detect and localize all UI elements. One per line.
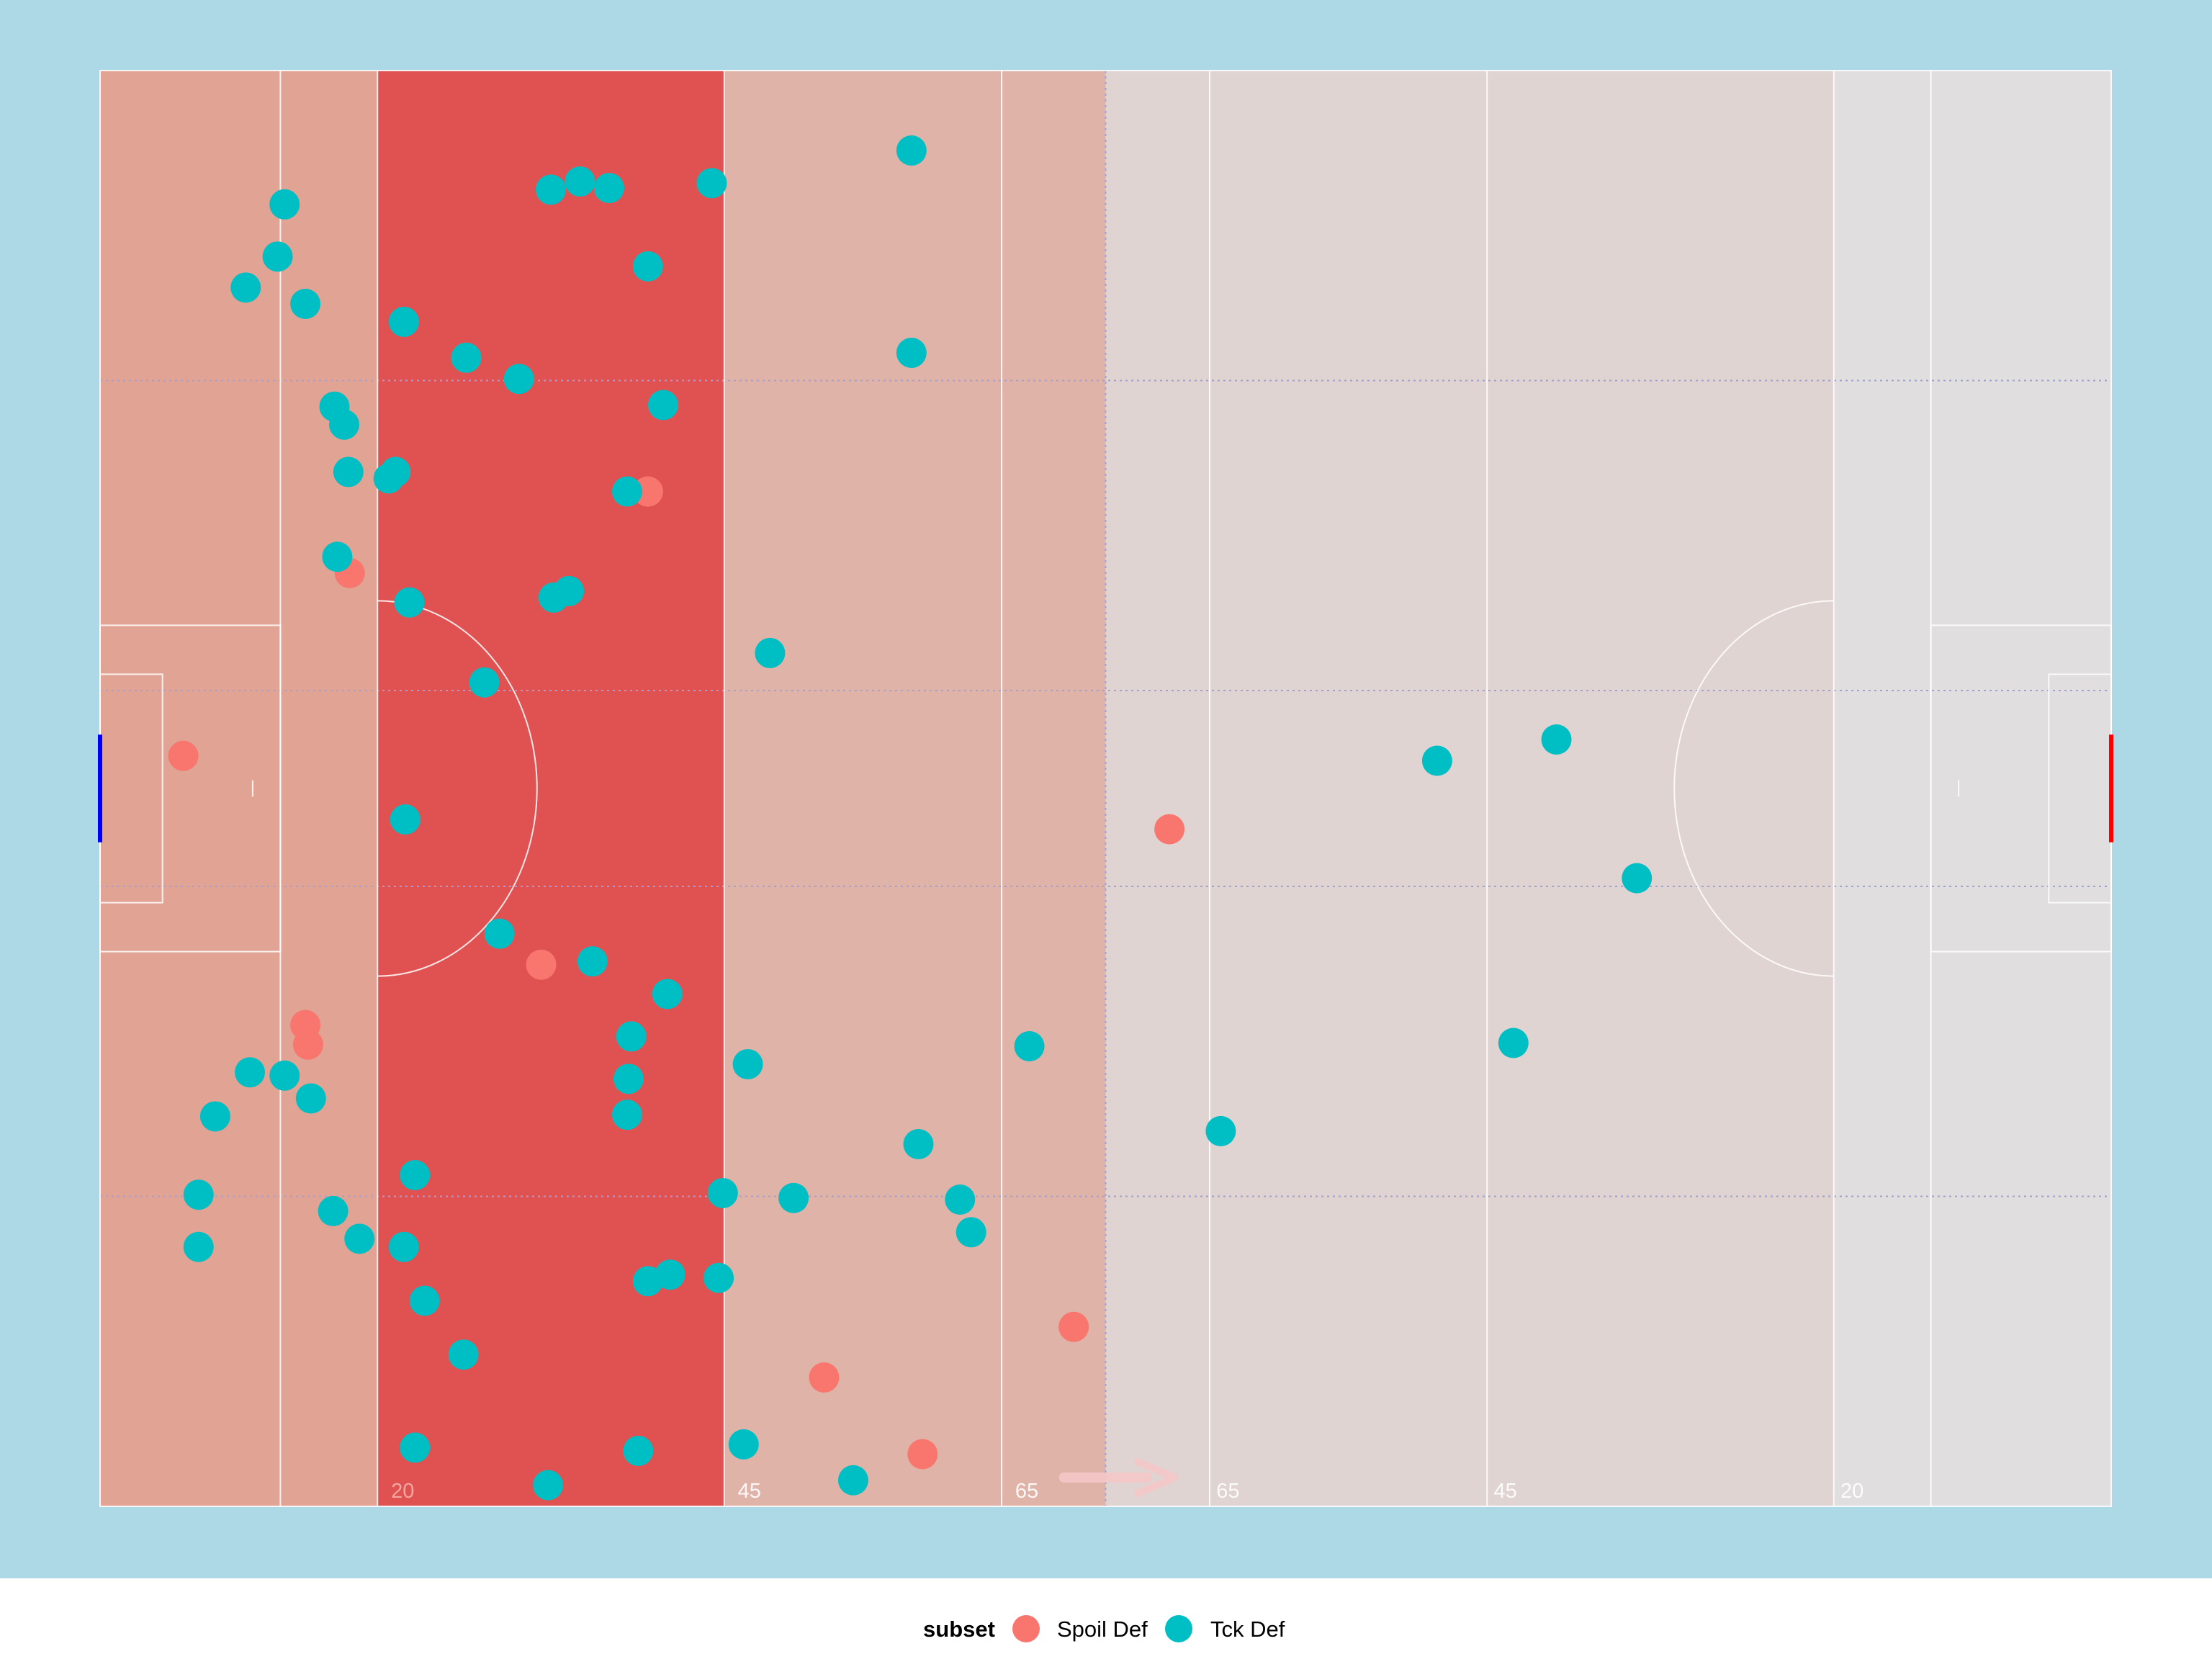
- point-tck-def-39: [183, 1179, 214, 1210]
- goal-right: [2109, 734, 2113, 842]
- point-tck-def-8: [565, 166, 595, 197]
- point-tck-def-43: [400, 1160, 431, 1191]
- point-spoil-def-8: [1058, 1311, 1089, 1342]
- goal-left: [98, 734, 102, 842]
- zone-band-1: [100, 71, 378, 1506]
- distance-labels: 20 45 65 65 45 20: [391, 1480, 1863, 1503]
- arc-left: [377, 600, 538, 977]
- point-spoil-def-7: [809, 1362, 840, 1393]
- point-tck-def-30: [577, 946, 608, 977]
- point-tck-def-54: [703, 1262, 734, 1293]
- point-tck-def-21: [611, 476, 642, 507]
- point-tck-def-26: [755, 637, 786, 668]
- point-tck-def-41: [903, 1128, 934, 1159]
- point-tck-def-29: [484, 918, 515, 949]
- point-tck-def-7: [536, 174, 567, 205]
- point-tck-def-57: [400, 1432, 431, 1463]
- point-tck-def-13: [451, 342, 482, 373]
- zone-band-3: [724, 71, 1106, 1506]
- distance-label-2: 45: [738, 1480, 761, 1503]
- point-tck-def-65: [1498, 1028, 1529, 1058]
- point-tck-def-53: [655, 1259, 685, 1290]
- point-tck-def-42: [1014, 1031, 1045, 1062]
- point-tck-def-6: [388, 306, 419, 337]
- point-tck-def-34: [269, 1060, 300, 1091]
- pitch-channel-lines: [100, 71, 2111, 1506]
- pitch-zone-shading: [100, 71, 2111, 1506]
- distance-label-5: 45: [1493, 1480, 1516, 1503]
- point-tck-def-23: [394, 587, 425, 618]
- point-tck-def-38: [613, 1064, 644, 1094]
- point-tck-def-3: [262, 241, 293, 272]
- point-tck-def-5: [290, 289, 321, 320]
- point-tck-def-16: [329, 409, 360, 440]
- point-tck-def-58: [623, 1435, 654, 1466]
- legend-label-tck-def: Tck Def: [1210, 1617, 1285, 1642]
- point-spoil-def-10: [1154, 814, 1185, 845]
- zone-band-5: [1833, 71, 2111, 1506]
- point-tck-def-64: [1622, 863, 1653, 894]
- point-tck-def-10: [632, 251, 663, 282]
- legend: subset Spoil Def Tck Def: [923, 1615, 1285, 1642]
- point-tck-def-31: [652, 979, 683, 1010]
- legend-key-spoil-def: [1012, 1615, 1040, 1642]
- point-tck-def-51: [183, 1231, 214, 1262]
- point-tck-def-4: [230, 272, 261, 303]
- point-tck-def-17: [648, 390, 679, 421]
- data-points: [168, 135, 1653, 1501]
- point-tck-def-22: [322, 541, 353, 572]
- point-tck-def-25: [554, 575, 585, 606]
- point-tck-def-44: [707, 1177, 738, 1208]
- distance-label-4: 65: [1216, 1480, 1239, 1503]
- point-spoil-def-5: [526, 949, 557, 980]
- attack-direction-arrowhead: [1133, 1458, 1179, 1497]
- point-tck-def-14: [503, 364, 534, 395]
- point-tck-def-18: [333, 457, 364, 487]
- point-tck-def-55: [409, 1285, 440, 1316]
- point-tck-def-36: [295, 1083, 326, 1114]
- point-tck-def-63: [1541, 724, 1572, 755]
- legend-key-tck-def: [1165, 1615, 1192, 1642]
- point-tck-def-46: [945, 1184, 976, 1215]
- point-tck-def-49: [344, 1223, 375, 1254]
- goal-markers: [98, 734, 2113, 1497]
- point-tck-def-32: [616, 1021, 647, 1052]
- point-tck-def-50: [388, 1231, 419, 1262]
- arc-right: [1673, 600, 1834, 977]
- point-tck-def-33: [732, 1048, 763, 1079]
- point-tck-def-1: [896, 135, 927, 166]
- distance-label-1: 20: [391, 1480, 414, 1503]
- point-tck-def-40: [611, 1100, 642, 1130]
- point-tck-def-59: [728, 1429, 759, 1460]
- point-spoil-def-6: [290, 1010, 321, 1040]
- point-spoil-def-11: [632, 476, 663, 507]
- point-tck-def-12: [896, 338, 927, 369]
- point-tck-def-27: [469, 667, 500, 698]
- legend-title: subset: [923, 1617, 995, 1642]
- point-tck-def-66: [1205, 1115, 1236, 1146]
- point-tck-def-60: [533, 1470, 564, 1501]
- legend-label-spoil-def: Spoil Def: [1057, 1617, 1148, 1642]
- point-tck-def-2: [269, 189, 300, 220]
- point-tck-def-9: [593, 173, 624, 204]
- point-tck-def-61: [837, 1465, 868, 1496]
- point-tck-def-45: [778, 1182, 809, 1213]
- point-tck-def-35: [235, 1057, 266, 1088]
- point-spoil-def-1: [168, 740, 199, 771]
- point-tck-def-56: [448, 1339, 479, 1370]
- point-tck-def-28: [390, 804, 421, 835]
- point-tck-def-62: [1421, 745, 1452, 776]
- distance-label-3: 65: [1015, 1480, 1038, 1503]
- point-tck-def-20: [373, 463, 404, 494]
- point-tck-def-47: [318, 1195, 349, 1226]
- point-tck-def-11: [696, 168, 727, 199]
- point-tck-def-37: [199, 1101, 230, 1132]
- distance-label-6: 20: [1840, 1480, 1863, 1503]
- point-tck-def-48: [956, 1217, 986, 1248]
- point-spoil-def-9: [907, 1439, 938, 1470]
